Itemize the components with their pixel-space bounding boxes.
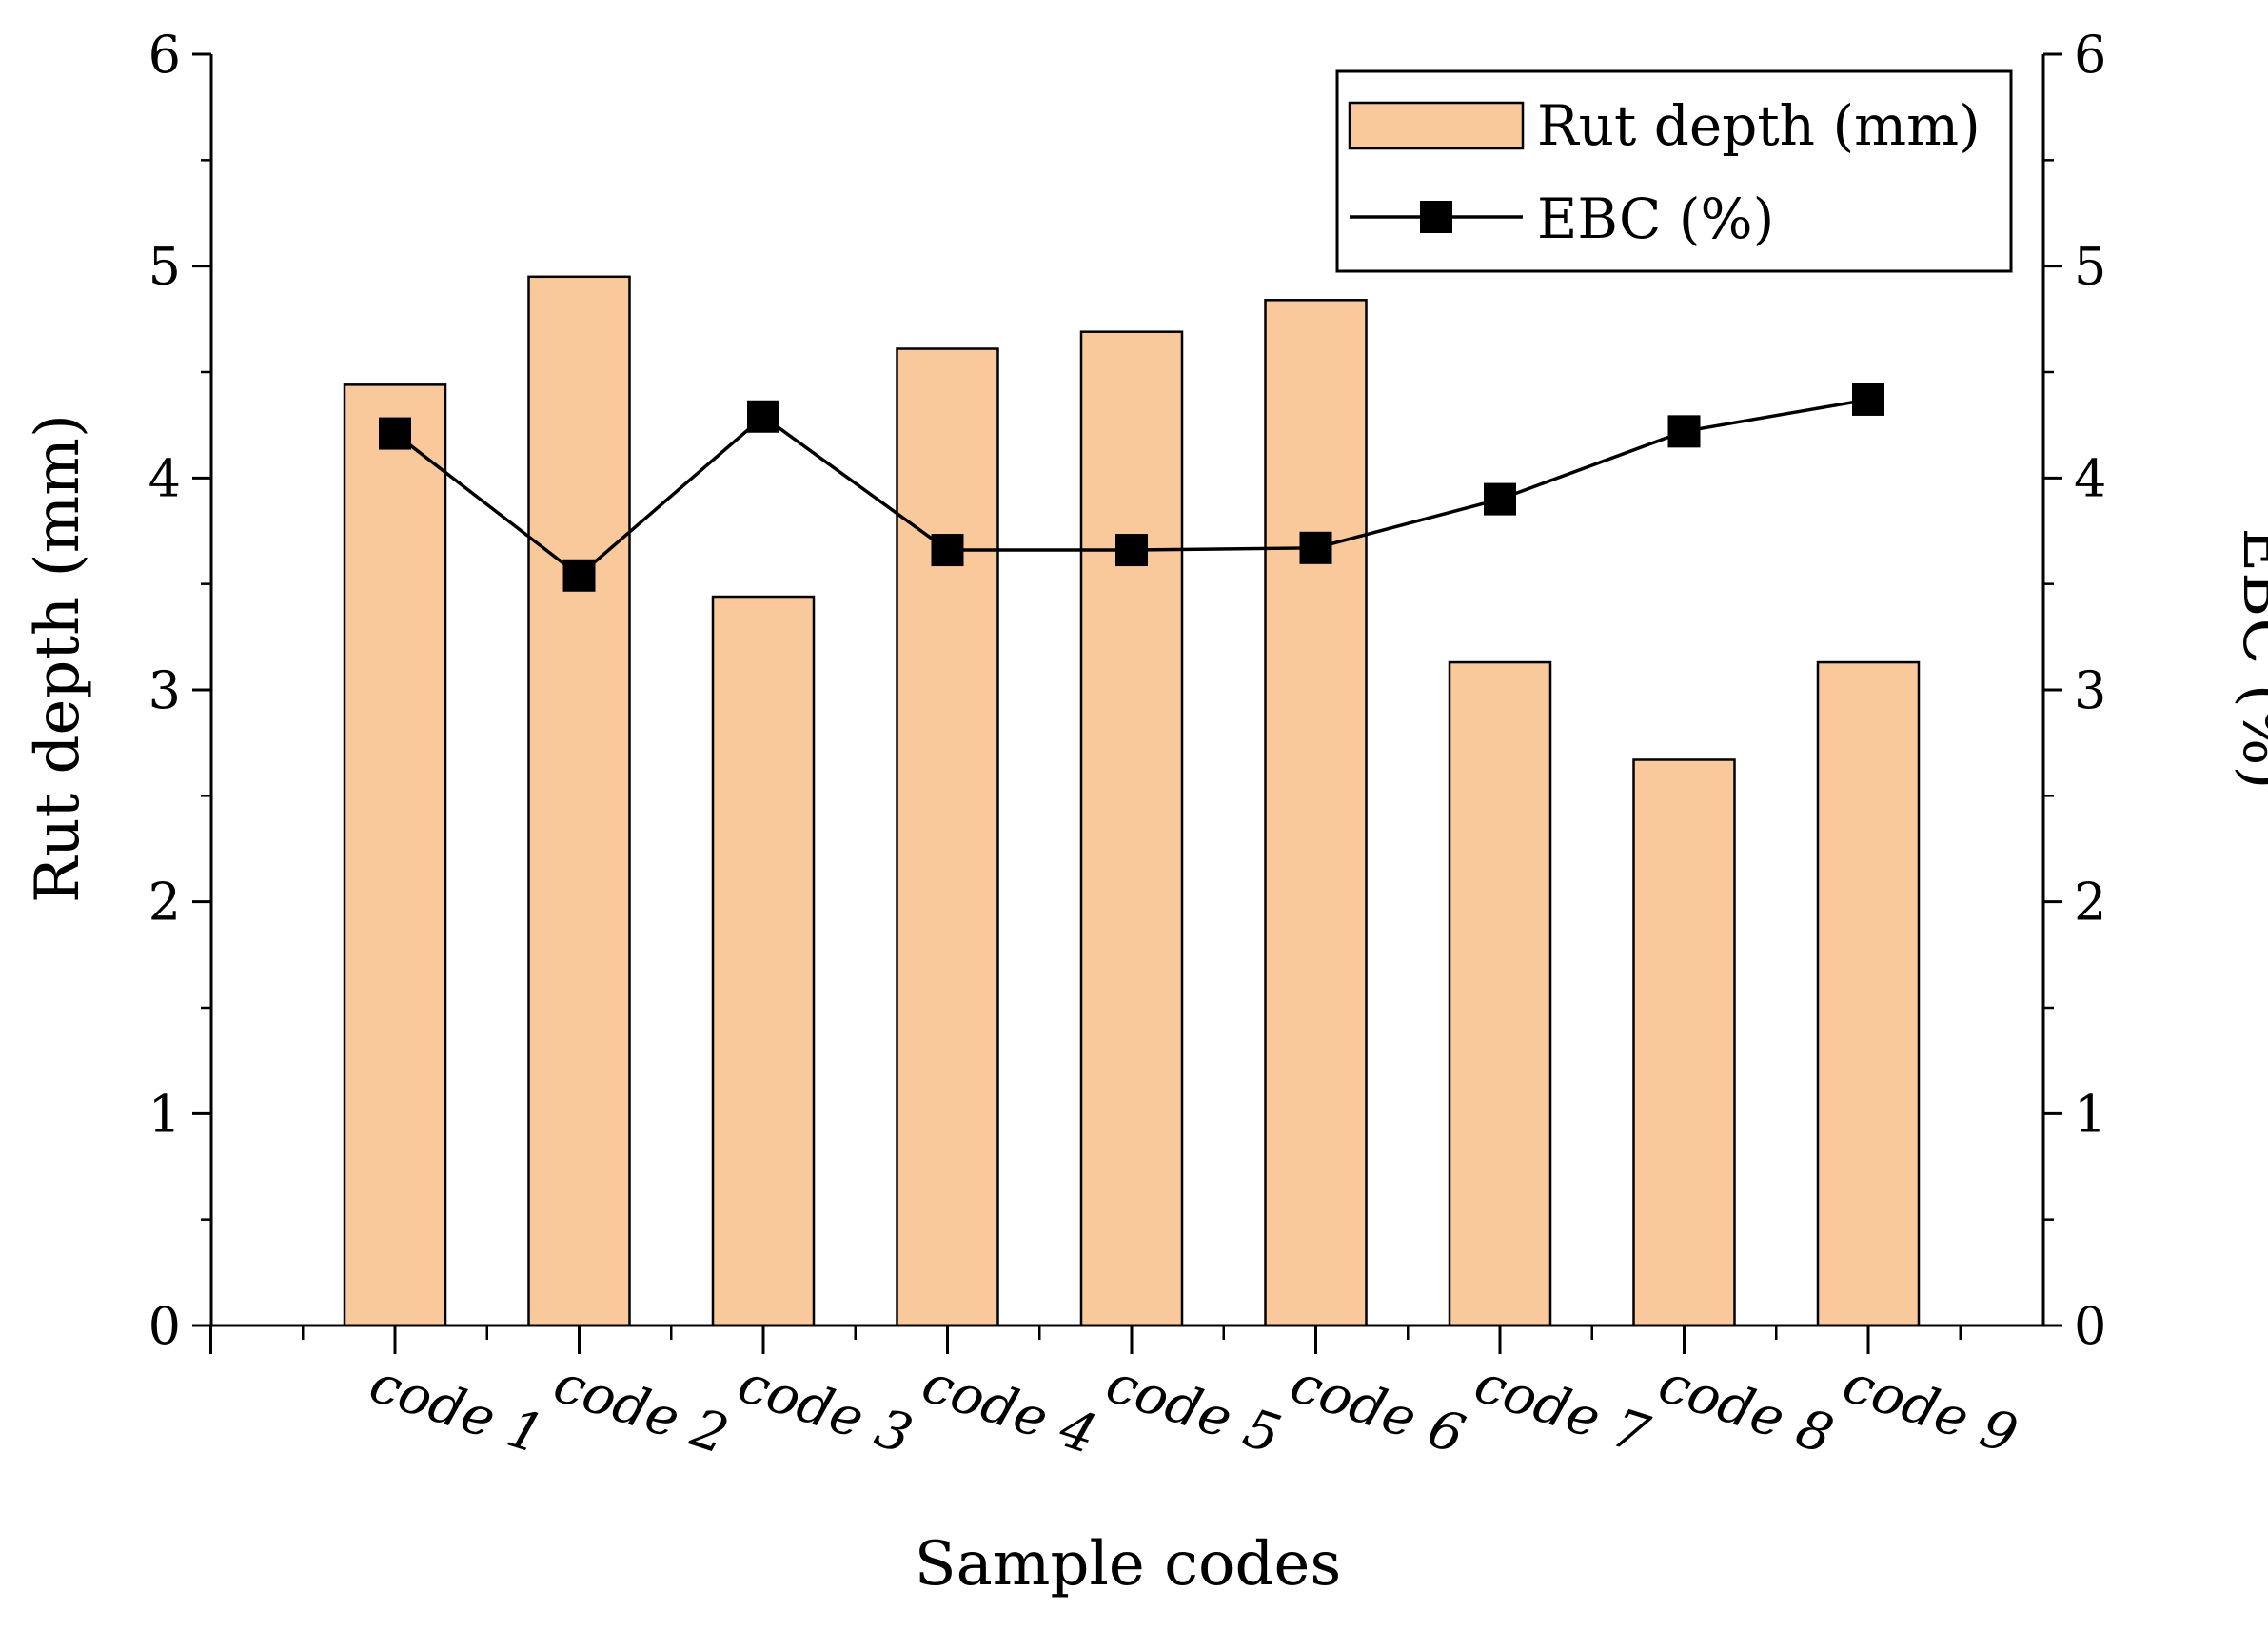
y-tick-label-right-3: 3 <box>2074 660 2106 720</box>
x-tick-label-7: code 7 <box>1468 1352 1657 1466</box>
x-tick-label-9: code 9 <box>1836 1352 2024 1466</box>
legend-label-rut-depth: Rut depth (mm) <box>1537 93 1981 158</box>
x-tick-label-3: code 3 <box>731 1352 919 1466</box>
ebc-marker-3 <box>747 400 779 433</box>
ebc-marker-2 <box>562 559 596 592</box>
ebc-marker-4 <box>931 534 964 567</box>
y-tick-label-right-5: 5 <box>2074 237 2106 297</box>
x-tick-label-6: code 6 <box>1283 1352 1471 1466</box>
legend-label-ebc: EBC (%) <box>1537 187 1774 251</box>
bar-1 <box>343 383 447 1327</box>
legend: Rut depth (mm) EBC (%) <box>1335 69 2013 273</box>
x-tick-label-2: code 2 <box>546 1352 735 1466</box>
y-tick-label-left-3: 3 <box>148 660 181 720</box>
ebc-marker-5 <box>1115 534 1148 567</box>
y-tick-label-left-5: 5 <box>148 237 181 297</box>
y-tick-label-left-0: 0 <box>148 1296 181 1356</box>
y-axis-title-left: Rut depth (mm) <box>23 414 93 903</box>
bar-7 <box>1448 660 1552 1327</box>
x-tick-label-4: code 4 <box>915 1352 1103 1466</box>
x-tick-label-5: code 5 <box>1099 1352 1288 1466</box>
legend-bar-swatch <box>1348 101 1525 150</box>
ebc-marker-9 <box>1852 383 1884 416</box>
bars-layer <box>343 275 1921 1327</box>
y-tick-label-right-4: 4 <box>2074 448 2106 508</box>
legend-marker-swatch <box>1420 201 1452 233</box>
bar-2 <box>527 275 631 1327</box>
x-axis-title: Sample codes <box>915 1529 1341 1600</box>
bar-8 <box>1632 758 1736 1327</box>
bar-3 <box>711 595 816 1327</box>
ebc-line-layer <box>379 383 1884 592</box>
ebc-marker-8 <box>1667 415 1701 448</box>
x-tick-label-8: code 8 <box>1651 1352 1840 1466</box>
bar-4 <box>896 347 999 1327</box>
y-tick-label-right-1: 1 <box>2074 1084 2106 1144</box>
ebc-marker-1 <box>379 417 411 450</box>
ebc-marker-7 <box>1484 482 1516 516</box>
y-tick-label-left-2: 2 <box>148 873 181 933</box>
x-tick-label-1: code 1 <box>363 1352 551 1466</box>
y-tick-label-left-1: 1 <box>148 1084 181 1144</box>
y-tick-label-right-2: 2 <box>2074 873 2106 933</box>
y-tick-label-right-6: 6 <box>2074 25 2106 85</box>
y-tick-label-right-0: 0 <box>2074 1296 2106 1356</box>
bar-6 <box>1264 299 1368 1327</box>
bar-5 <box>1079 330 1184 1327</box>
y-tick-label-left-6: 6 <box>148 25 181 85</box>
y-axis-title-right: EBC (%) <box>2229 528 2268 790</box>
ebc-marker-6 <box>1299 531 1332 564</box>
y-tick-label-left-4: 4 <box>148 448 181 508</box>
bar-9 <box>1816 660 1921 1327</box>
